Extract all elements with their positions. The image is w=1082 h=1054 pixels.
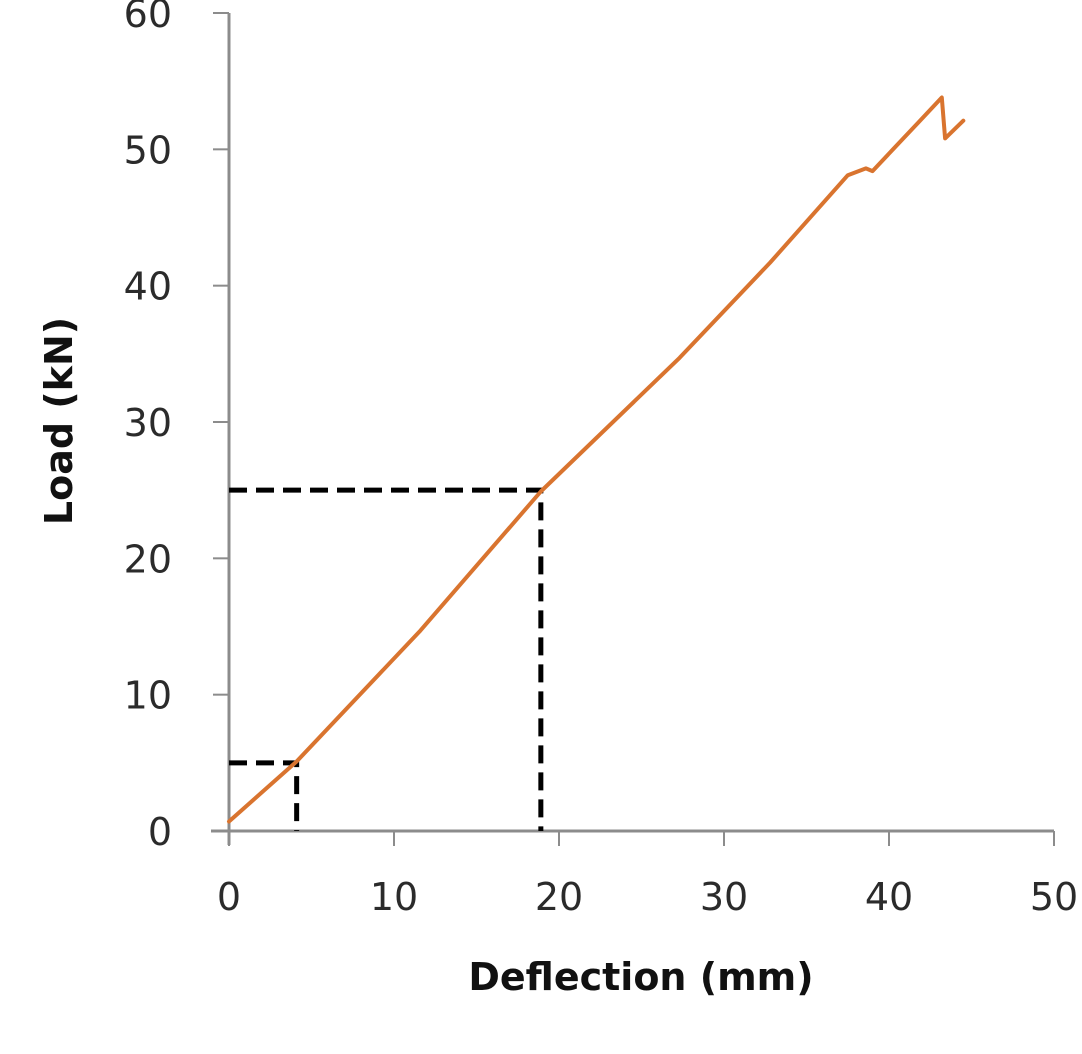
data-series: [227, 95, 966, 824]
y-axis-title: Load (kN): [37, 317, 81, 525]
y-tick-label: 60: [124, 0, 172, 36]
x-tick-label: 40: [865, 875, 913, 919]
x-tick-label: 10: [370, 875, 418, 919]
x-axis: 0 10 20 30 40 50: [211, 829, 1078, 919]
series-line: [227, 95, 966, 824]
x-tick-label: 50: [1030, 875, 1078, 919]
y-axis: 0 10 20 30 40 50 60: [124, 0, 231, 854]
x-tick-label: 20: [535, 875, 583, 919]
y-tick-label: 20: [124, 537, 172, 581]
x-tick-label: 0: [217, 875, 241, 919]
x-tick-label: 30: [700, 875, 748, 919]
x-axis-title: Deflection (mm): [468, 955, 813, 999]
y-tick-label: 10: [124, 674, 172, 718]
y-tick-label: 0: [148, 810, 172, 854]
y-tick-label: 50: [124, 128, 172, 172]
y-tick-label: 40: [124, 265, 172, 309]
y-tick-label: 30: [124, 401, 172, 445]
